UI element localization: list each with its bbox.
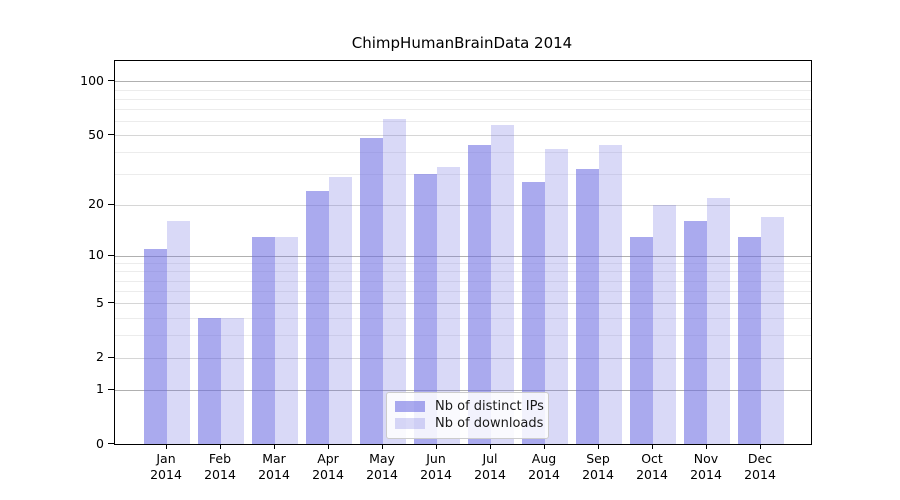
gridline: [115, 204, 811, 206]
x-tick-label: Sep 2014: [582, 451, 614, 482]
x-tick: [166, 444, 167, 449]
legend-swatch-downloads: [395, 418, 425, 429]
bar-downloads: [167, 221, 190, 444]
gridline: [115, 357, 811, 359]
y-tick-label: 2: [96, 349, 104, 365]
gridline: [115, 121, 811, 122]
x-tick-label: May 2014: [366, 451, 398, 482]
bar-distinct-ips: [252, 236, 275, 444]
gridline: [115, 317, 811, 319]
x-tick: [544, 444, 545, 449]
bar-downloads: [653, 204, 676, 444]
bar-distinct-ips: [684, 221, 707, 444]
gridline: [115, 291, 811, 293]
x-tick-label: Jun 2014: [420, 451, 452, 482]
bar-distinct-ips: [198, 317, 221, 444]
gridline: [115, 263, 811, 265]
bar-downloads: [599, 144, 622, 444]
plot-area: [114, 60, 812, 445]
bar-distinct-ips: [414, 174, 437, 444]
bar-downloads: [491, 125, 514, 444]
x-tick-label: Oct 2014: [636, 451, 668, 482]
y-tick: [108, 254, 114, 256]
legend-row-downloads: Nb of downloads: [395, 415, 544, 432]
y-tick-label: 0: [96, 435, 104, 451]
legend-row-distinct-ips: Nb of distinct IPs: [395, 398, 544, 415]
x-tick: [652, 444, 653, 449]
x-tick-label: Nov 2014: [690, 451, 722, 482]
bar-distinct-ips: [144, 248, 167, 444]
gridline: [115, 152, 811, 154]
bar-downloads: [275, 236, 298, 444]
bar-downloads: [707, 197, 730, 444]
bar-downloads: [383, 118, 406, 444]
gridline: [115, 280, 811, 282]
x-tick: [328, 444, 329, 449]
bar-downloads: [329, 176, 352, 444]
bar-distinct-ips: [360, 138, 383, 444]
gridline: [115, 303, 811, 305]
x-tick: [436, 444, 437, 449]
x-tick-label: Jan 2014: [150, 451, 182, 482]
x-tick: [382, 444, 383, 449]
y-tick-label: 100: [80, 72, 104, 88]
y-tick-label: 50: [88, 126, 104, 142]
x-tick: [490, 444, 491, 449]
x-tick-label: Jul 2014: [474, 451, 506, 482]
y-tick: [108, 388, 114, 390]
y-tick-label: 5: [96, 294, 104, 310]
bar-downloads: [221, 317, 244, 444]
x-tick-label: Dec 2014: [744, 451, 776, 482]
bar-distinct-ips: [576, 169, 599, 444]
y-tick: [108, 356, 114, 358]
bar-distinct-ips: [306, 191, 329, 444]
legend: Nb of distinct IPs Nb of downloads: [386, 392, 549, 439]
bar-downloads: [761, 216, 784, 444]
x-tick: [760, 444, 761, 449]
legend-swatch-distinct-ips: [395, 401, 425, 412]
gridline: [115, 271, 811, 273]
gridline: [115, 335, 811, 337]
legend-label-downloads: Nb of downloads: [435, 416, 544, 431]
gridline: [115, 255, 811, 257]
bar-downloads: [545, 148, 568, 444]
y-tick-label: 10: [88, 247, 104, 263]
gridline: [115, 389, 811, 391]
x-tick-label: Aug 2014: [528, 451, 560, 482]
y-tick: [108, 302, 114, 304]
chart-title: ChimpHumanBrainData 2014: [351, 34, 573, 52]
gridline: [115, 135, 811, 137]
x-tick: [598, 444, 599, 449]
bar-distinct-ips: [468, 144, 491, 444]
x-tick: [220, 444, 221, 449]
bar-distinct-ips: [738, 236, 761, 444]
x-tick-label: Apr 2014: [312, 451, 344, 482]
gridline: [115, 81, 811, 83]
y-tick-label: 1: [96, 381, 104, 396]
y-tick-label: 20: [88, 196, 104, 212]
bar-downloads: [437, 167, 460, 444]
x-tick: [706, 444, 707, 449]
bar-distinct-ips: [630, 236, 653, 444]
y-tick: [108, 203, 114, 205]
y-tick: [108, 80, 114, 82]
gridline: [115, 174, 811, 176]
legend-label-distinct-ips: Nb of distinct IPs: [435, 399, 544, 414]
bar-distinct-ips: [522, 182, 545, 444]
gridline: [115, 109, 811, 111]
x-tick: [274, 444, 275, 449]
y-tick: [108, 443, 114, 444]
gridline: [115, 98, 811, 100]
x-tick-label: Mar 2014: [258, 451, 290, 482]
x-tick-label: Feb 2014: [204, 451, 236, 482]
gridline: [115, 89, 811, 91]
y-tick: [108, 134, 114, 136]
